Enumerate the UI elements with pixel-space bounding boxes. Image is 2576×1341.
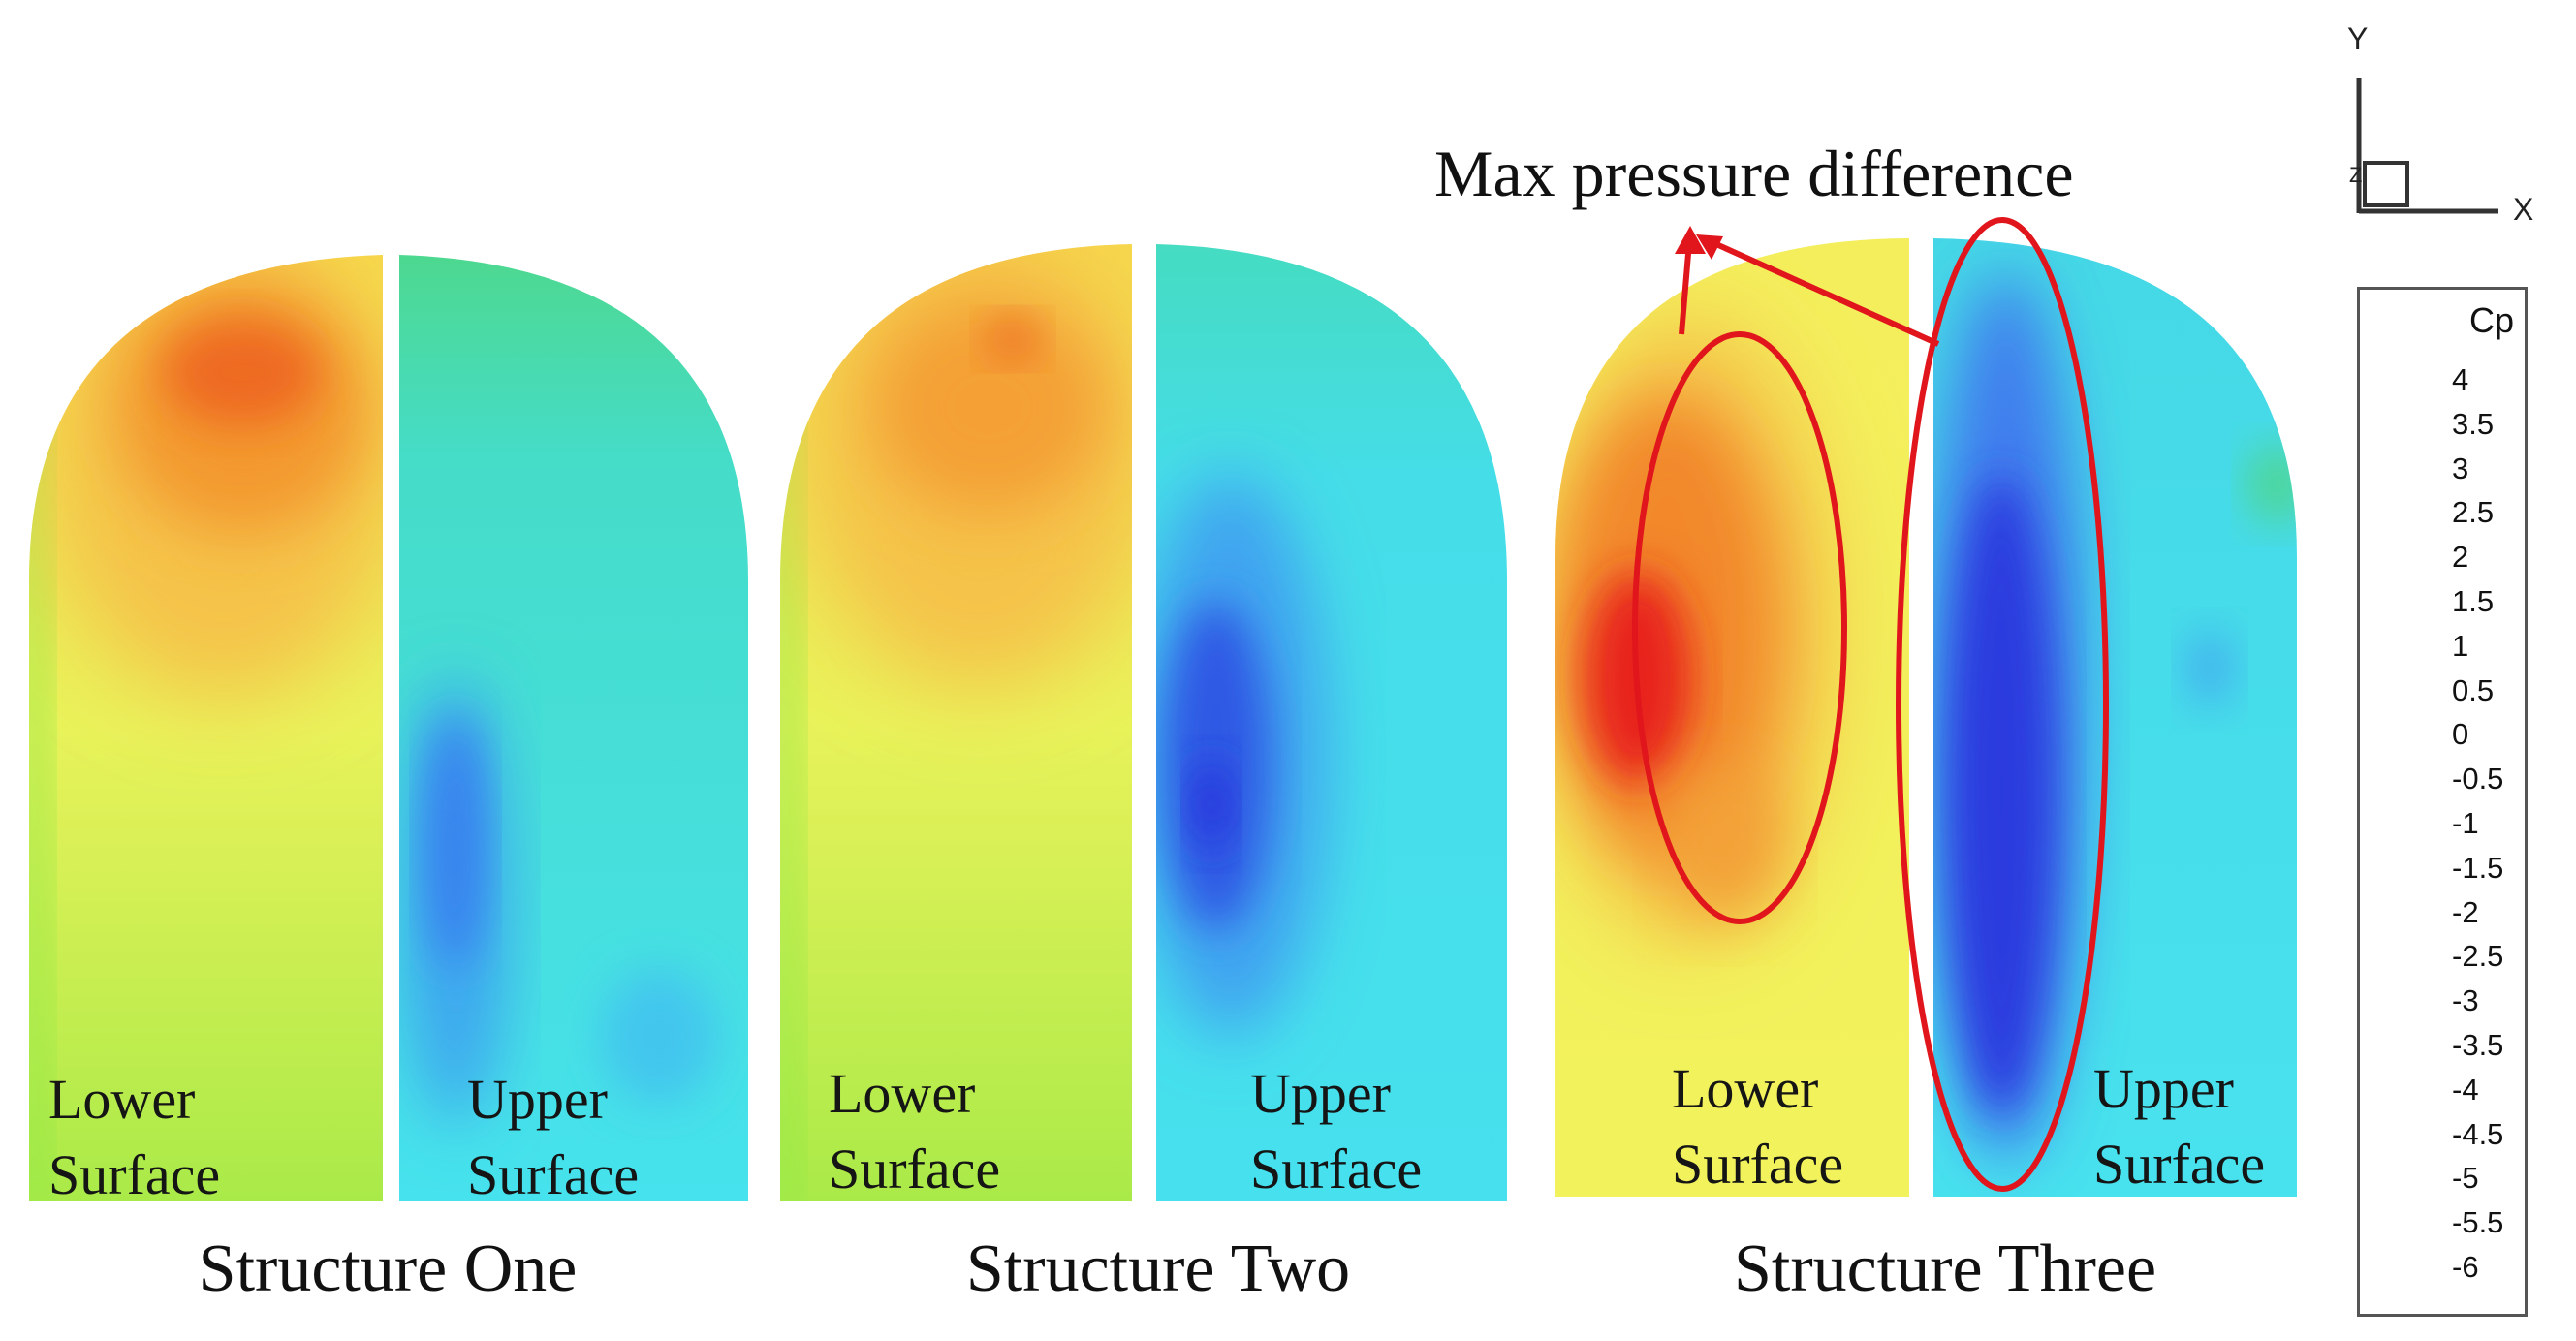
structure-one-lower-label: Lower Surface — [48, 1068, 221, 1206]
structure-two-lower-label: Lower Surface — [829, 1062, 1001, 1201]
axis-x-label: X — [2513, 192, 2534, 227]
legend-tick-label: -4 — [2452, 1072, 2479, 1107]
structure-three-upper-label: Upper Surface — [2093, 1057, 2266, 1196]
legend-tick-label: 2.5 — [2452, 495, 2495, 530]
structure-two-upper-label: Upper Surface — [1250, 1062, 1423, 1201]
legend-tick-label: 2 — [2452, 540, 2469, 575]
axis-z-label: Z — [2349, 163, 2363, 187]
legend-tick-label: 3.5 — [2452, 406, 2495, 441]
arrow-head — [1675, 226, 1706, 254]
structure-one-caption: Structure One — [198, 1232, 578, 1306]
structure-two-upper-surface-contour — [1156, 244, 1507, 1201]
legend-tick-label: -1 — [2452, 806, 2479, 840]
axis-y-label: Y — [2347, 21, 2369, 56]
legend-tick-label: -4.5 — [2452, 1116, 2504, 1151]
legend-tick-label: 0.5 — [2452, 672, 2495, 707]
structure-three-lower-label: Lower Surface — [1672, 1057, 1844, 1196]
legend-tick-label: -6 — [2452, 1250, 2479, 1284]
legend-tick-label: 0 — [2452, 717, 2469, 752]
legend-tick-label: -0.5 — [2452, 762, 2504, 796]
legend-tick-label: 4 — [2452, 362, 2469, 396]
legend-tick-label: -3.5 — [2452, 1028, 2504, 1062]
structure-two-lower-surface-contour — [780, 244, 1132, 1201]
legend-tick-label: 1.5 — [2452, 584, 2495, 618]
structure-three-lower-surface-contour — [1555, 238, 1909, 1197]
max-pressure-highlight — [1632, 217, 2109, 1192]
legend-tick-label: -1.5 — [2452, 850, 2504, 885]
structure-two-caption: Structure Two — [965, 1232, 1351, 1306]
legend-tick-label: -2.5 — [2452, 939, 2504, 974]
legend-tick-label: 3 — [2452, 451, 2469, 485]
arrow-head-2 — [1696, 234, 1723, 260]
structure-three-upper-surface-contour — [1933, 238, 2297, 1197]
structure-one-lower-surface-contour — [29, 255, 383, 1201]
axes-triad — [2356, 78, 2498, 214]
legend-tick-label: -3 — [2452, 983, 2479, 1018]
arrow-line-right — [1706, 237, 1940, 347]
highlight-ellipse-lower — [1632, 331, 1847, 924]
highlight-ellipse-upper — [1896, 217, 2109, 1192]
structure-one-upper-surface-contour — [399, 255, 748, 1201]
legend-box — [2357, 287, 2528, 1317]
structure-one-upper-label: Upper Surface — [467, 1068, 640, 1206]
legend-tick-label: -2 — [2452, 894, 2479, 929]
structure-three-caption: Structure Three — [1733, 1232, 2157, 1306]
max-pressure-difference-label: Max pressure difference — [1434, 137, 2074, 210]
arrow-line-left — [1679, 241, 1692, 335]
legend-tick-label: -5.5 — [2452, 1205, 2504, 1240]
legend-title: Cp — [2469, 300, 2515, 340]
legend-tick-label: 1 — [2452, 628, 2469, 663]
legend-tick-label: -5 — [2452, 1161, 2479, 1196]
